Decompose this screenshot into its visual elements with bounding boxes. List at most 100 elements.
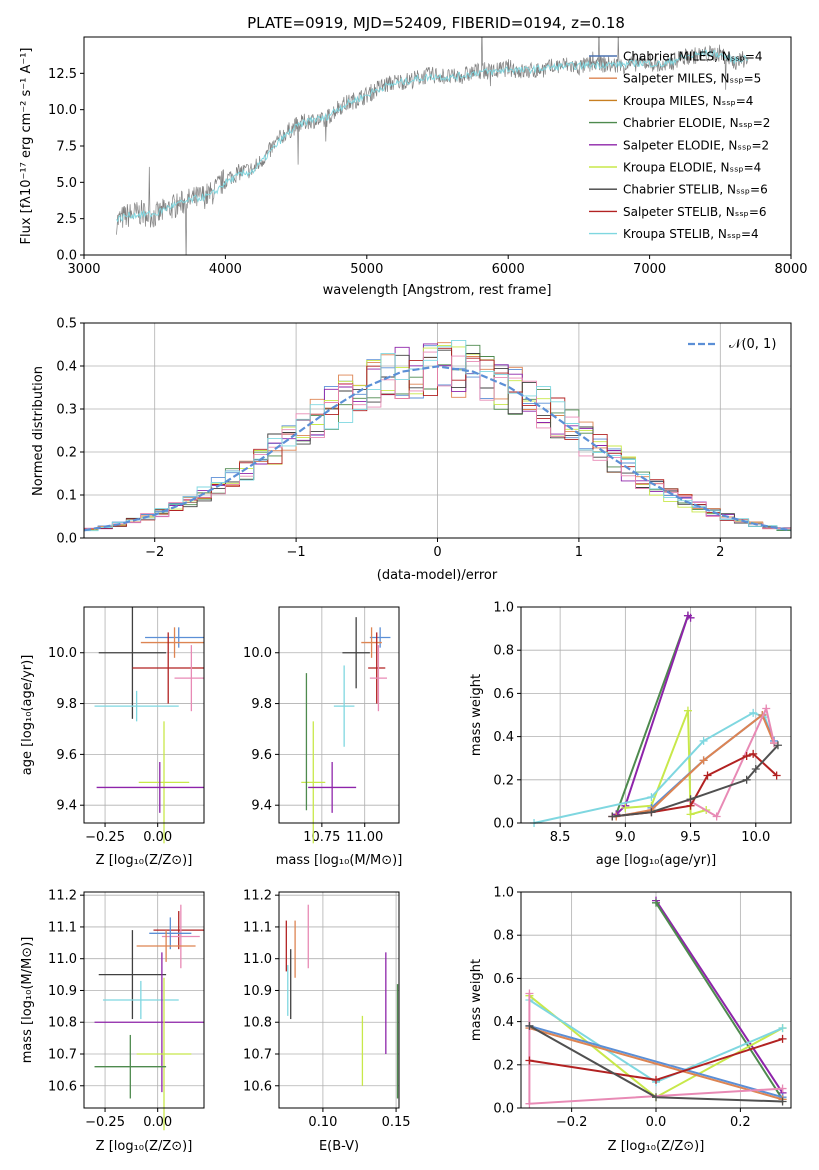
y-tick-label: 10.8 <box>48 1016 77 1031</box>
legend-label: Kroupa ELODIE, Nₛₛₚ=4 <box>623 161 761 175</box>
x-tick-label: 8000 <box>774 262 807 277</box>
z-mass-ylabel: mass [log₁₀(M/M⊙)] <box>20 937 35 1064</box>
spectrum-model-line <box>116 49 748 223</box>
normal-curve <box>83 365 792 532</box>
y-tick-label: 11.0 <box>48 952 77 967</box>
y-tick-label: 0.0 <box>56 532 77 547</box>
y-tick-label: 0.0 <box>493 817 514 832</box>
y-tick-label: 9.6 <box>56 748 77 763</box>
residual-ylabel: Normed distribution <box>31 366 46 496</box>
weight-marker <box>742 752 751 761</box>
y-tick-label: 10.7 <box>243 1048 272 1063</box>
x-tick-label: 0.00 <box>143 1115 172 1130</box>
z-mass-panel: −0.25 0.00 10.6 10.7 10.8 10.9 11.0 11.1 11.2 Z … <box>20 889 205 1154</box>
weight-marker <box>525 1056 534 1065</box>
x-tick-label: −1 <box>287 545 306 560</box>
weight-marker <box>686 613 695 622</box>
y-tick-label: 0.2 <box>493 1058 514 1073</box>
weight-marker <box>647 793 656 802</box>
y-tick-label: 0.2 <box>493 773 514 788</box>
x-tick-label: 9.5 <box>680 830 701 845</box>
weight-line <box>616 713 775 818</box>
ebv-mass-xlabel: E(B-V) <box>319 1139 359 1154</box>
y-tick-label: 0.3 <box>56 403 77 418</box>
weight-marker <box>525 1099 534 1108</box>
weight-marker <box>749 749 758 758</box>
y-tick-label: 0.0 <box>56 249 77 264</box>
x-tick-label: 10.75 <box>303 830 340 845</box>
x-tick-label: 3000 <box>67 262 100 277</box>
weight-marker <box>742 775 751 784</box>
weight-line <box>612 744 779 818</box>
weight-marker <box>703 771 712 780</box>
x-tick-label: −0.25 <box>85 830 125 845</box>
x-tick-label: −0.25 <box>85 1115 125 1130</box>
weight-marker <box>778 1034 787 1043</box>
weight-marker <box>749 708 758 717</box>
age-weight-xlabel: age [log₁₀(age/yr)] <box>596 853 717 868</box>
y-tick-label: 10.9 <box>48 984 77 999</box>
spectrum-xlabel: wavelength [Angstrom, rest frame] <box>323 283 552 298</box>
weight-line <box>655 902 784 1100</box>
y-tick-label: 10.0 <box>48 646 77 661</box>
y-tick-label: 0.2 <box>56 446 77 461</box>
z-weight-panel: −0.2 0.0 0.2 0.0 0.2 0.4 0.6 0.8 1.0 Z [log₁₀(Z/… <box>469 886 792 1154</box>
ebv-mass-panel: 0.10 0.15 10.6 10.7 10.8 10.9 11.0 11.1 11.2 E(B… <box>243 889 411 1154</box>
x-tick-label: 5000 <box>350 262 383 277</box>
spectrum-legend: Chabrier MILES, Nₛₛₚ=4 Salpeter MILES, Nₛ… <box>589 50 770 241</box>
weight-marker <box>772 771 781 780</box>
spectrum-ylabel: Flux [fλ10⁻¹⁷ erg cm⁻² s⁻¹ A⁻¹] <box>19 48 34 245</box>
residual-axes <box>83 322 792 539</box>
y-tick-label: 10.6 <box>48 1079 77 1094</box>
weight-marker <box>699 736 708 745</box>
y-tick-label: 1.0 <box>493 886 514 901</box>
y-tick-label: 0.6 <box>493 687 514 702</box>
weight-marker <box>773 741 782 750</box>
legend-label: Kroupa STELIB, Nₛₛₚ=4 <box>623 227 759 241</box>
y-tick-label: 0.4 <box>493 1015 514 1030</box>
weight-marker <box>762 704 771 713</box>
y-tick-label: 10.0 <box>243 646 272 661</box>
weight-marker <box>751 765 760 773</box>
y-tick-label: 9.8 <box>56 697 77 712</box>
z-weight-xlabel: Z [log₁₀(Z/Z⊙)] <box>608 1139 705 1154</box>
x-tick-label: 9.0 <box>615 830 636 845</box>
weight-marker <box>525 1021 534 1030</box>
y-tick-label: 7.5 <box>56 140 77 155</box>
z-mass-xlabel: Z [log₁₀(Z/Z⊙)] <box>96 1139 193 1154</box>
mass-age-panel: 10.75 11.00 9.4 9.6 9.8 10.0 mass [log₁₀(M/M⊙… <box>243 606 402 868</box>
weight-marker <box>652 1075 660 1084</box>
x-tick-label: 0.10 <box>308 1115 337 1130</box>
x-tick-label: 6000 <box>492 262 525 277</box>
x-tick-label: 0.15 <box>382 1115 411 1130</box>
legend-label: Chabrier MILES, Nₛₛₚ=4 <box>623 50 763 64</box>
weight-line <box>655 900 784 1094</box>
legend-label: Salpeter ELODIE, Nₛₛₚ=2 <box>623 138 769 152</box>
weight-line <box>615 613 692 816</box>
residual-panel: −2 −1 0 1 2 0.0 0.1 0.2 0.3 0.4 0.5 (data-model)/e… <box>31 317 792 583</box>
y-tick-label: 9.6 <box>251 748 272 763</box>
residual-histogram <box>84 339 791 532</box>
weight-marker <box>652 1093 660 1102</box>
y-tick-label: 0.5 <box>56 317 77 332</box>
y-tick-label: 11.2 <box>48 889 77 904</box>
z-age-xlabel: Z [log₁₀(Z/Z⊙)] <box>96 853 193 868</box>
y-tick-label: 10.7 <box>48 1048 77 1063</box>
y-tick-label: 12.5 <box>48 67 77 82</box>
y-tick-label: 10.9 <box>243 984 272 999</box>
y-tick-label: 0.0 <box>493 1102 514 1117</box>
x-tick-label: 4000 <box>209 262 242 277</box>
weight-marker <box>699 756 708 765</box>
weight-marker <box>686 810 695 819</box>
y-tick-label: 0.4 <box>493 730 514 745</box>
x-tick-label: 2 <box>716 545 724 560</box>
x-tick-label: −0.2 <box>556 1115 588 1130</box>
x-tick-label: 0.0 <box>646 1115 667 1130</box>
weight-marker <box>686 795 695 804</box>
chart-title: PLATE=0919, MJD=52409, FIBERID=0194, z=0… <box>247 14 625 32</box>
y-tick-label: 2.5 <box>56 212 77 227</box>
z-age-panel: −0.25 0.00 9.4 9.6 9.8 10.0 Z [log₁₀(Z/Z⊙)] a… <box>20 606 205 868</box>
x-tick-label: −2 <box>145 545 164 560</box>
legend-label: Salpeter MILES, Nₛₛₚ=5 <box>623 72 761 86</box>
weight-marker <box>778 1097 787 1106</box>
